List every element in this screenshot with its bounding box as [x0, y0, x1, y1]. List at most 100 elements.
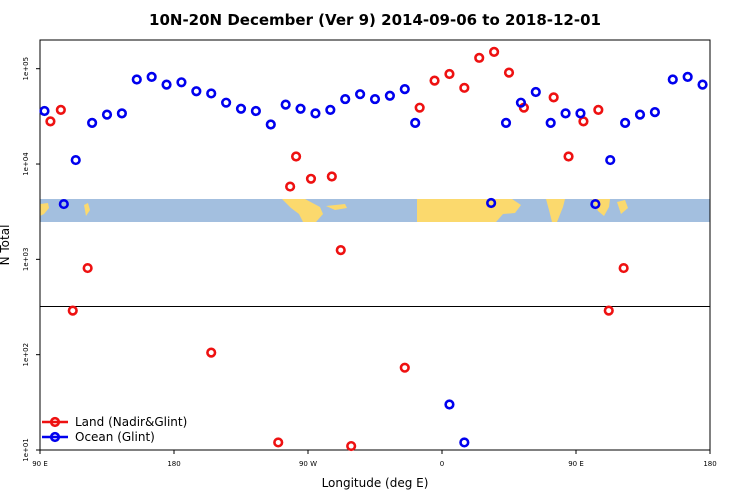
- data-point: [39, 105, 50, 117]
- legend: Land (Nadir&Glint) Ocean (Glint): [42, 415, 187, 444]
- data-point: [206, 88, 217, 99]
- data-point: [603, 305, 614, 316]
- data-point: [486, 197, 497, 209]
- data-point: [530, 86, 541, 98]
- data-point: [290, 151, 302, 162]
- data-point: [285, 181, 296, 192]
- data-point: [545, 117, 556, 129]
- legend-marker-land: [49, 416, 61, 428]
- data-point: [575, 108, 586, 119]
- data-point: [444, 399, 455, 410]
- land-shape-west-pacific-islands: [40, 203, 49, 216]
- data-point: [235, 103, 247, 114]
- series-land: [45, 46, 629, 452]
- data-point: [369, 93, 381, 105]
- data-point: [101, 109, 113, 120]
- data-point: [399, 362, 410, 373]
- land-shape-caribbean: [326, 204, 347, 210]
- data-point: [326, 171, 337, 182]
- y-tick-label: 1e+04: [22, 152, 30, 176]
- legend-label-ocean: Ocean (Glint): [75, 430, 155, 444]
- data-point: [325, 104, 336, 115]
- data-point: [414, 102, 425, 113]
- data-point: [116, 108, 127, 119]
- data-point: [560, 108, 571, 119]
- y-axis-title: N Total: [0, 225, 12, 266]
- data-point: [489, 46, 500, 58]
- data-point: [399, 84, 410, 95]
- x-tick-label: 0: [440, 460, 444, 468]
- data-point: [649, 107, 661, 118]
- data-point: [384, 90, 395, 101]
- data-point: [634, 109, 646, 120]
- land-shape-philippines: [617, 200, 628, 214]
- ocean-band: [40, 199, 710, 222]
- data-point: [67, 305, 78, 316]
- series-ocean: [39, 71, 708, 448]
- legend-label-land: Land (Nadir&Glint): [75, 415, 187, 429]
- data-point: [515, 97, 527, 108]
- y-tick-label: 1e+03: [22, 248, 30, 272]
- data-point: [548, 92, 559, 103]
- data-point: [146, 71, 157, 83]
- data-point: [620, 117, 631, 129]
- legend-marker-ocean: [49, 431, 61, 443]
- y-tick-label: 1e+01: [22, 438, 30, 462]
- data-point: [87, 117, 98, 129]
- x-axis: 90 E 180 90 W 0 90 E 180: [32, 450, 717, 468]
- data-point: [221, 97, 232, 108]
- data-point: [265, 119, 276, 130]
- legend-item-ocean: Ocean (Glint): [42, 430, 155, 444]
- data-point: [503, 67, 515, 78]
- data-point: [305, 173, 317, 184]
- data-point: [295, 103, 306, 114]
- data-point: [410, 117, 421, 129]
- data-point: [161, 79, 172, 90]
- data-point: [70, 154, 81, 166]
- data-point: [131, 74, 142, 85]
- data-point: [590, 198, 601, 210]
- x-tick-label: 90 E: [568, 460, 584, 468]
- land-shape-small-island: [84, 203, 90, 216]
- series-layer: [39, 46, 708, 452]
- data-point: [55, 104, 66, 115]
- data-point: [429, 75, 440, 86]
- data-point: [563, 151, 574, 162]
- data-point: [45, 116, 56, 127]
- x-tick-label: 180: [703, 460, 716, 468]
- data-point: [667, 74, 678, 85]
- data-point: [82, 262, 93, 274]
- data-point: [280, 99, 291, 110]
- data-point: [58, 198, 69, 210]
- data-point: [206, 347, 217, 358]
- data-point: [682, 71, 693, 83]
- data-point: [500, 117, 512, 129]
- data-point: [273, 437, 284, 448]
- data-point: [697, 79, 708, 90]
- data-point: [459, 437, 470, 448]
- data-point: [474, 52, 485, 63]
- land-shape-india: [546, 199, 565, 222]
- data-point: [578, 116, 589, 127]
- map-background: [40, 199, 710, 222]
- data-point: [346, 440, 357, 452]
- x-axis-title: Longitude (deg E): [322, 476, 429, 490]
- data-point: [355, 89, 366, 100]
- data-point: [176, 77, 187, 88]
- data-point: [459, 82, 470, 93]
- data-point: [191, 86, 202, 97]
- land-shape-southeast-asia: [592, 199, 610, 216]
- data-point: [335, 245, 346, 256]
- land-shape-central-america: [282, 199, 323, 222]
- x-tick-label: 90 E: [32, 460, 48, 468]
- x-tick-label: 90 W: [299, 460, 317, 468]
- data-point: [444, 68, 455, 80]
- y-axis: 1e+01 1e+02 1e+03 1e+04 1e+05: [22, 57, 40, 462]
- x-tick-label: 180: [167, 460, 180, 468]
- data-point: [605, 154, 616, 166]
- data-point: [618, 262, 629, 274]
- data-point: [340, 93, 351, 105]
- y-tick-label: 1e+02: [22, 343, 30, 367]
- legend-item-land: Land (Nadir&Glint): [42, 415, 187, 429]
